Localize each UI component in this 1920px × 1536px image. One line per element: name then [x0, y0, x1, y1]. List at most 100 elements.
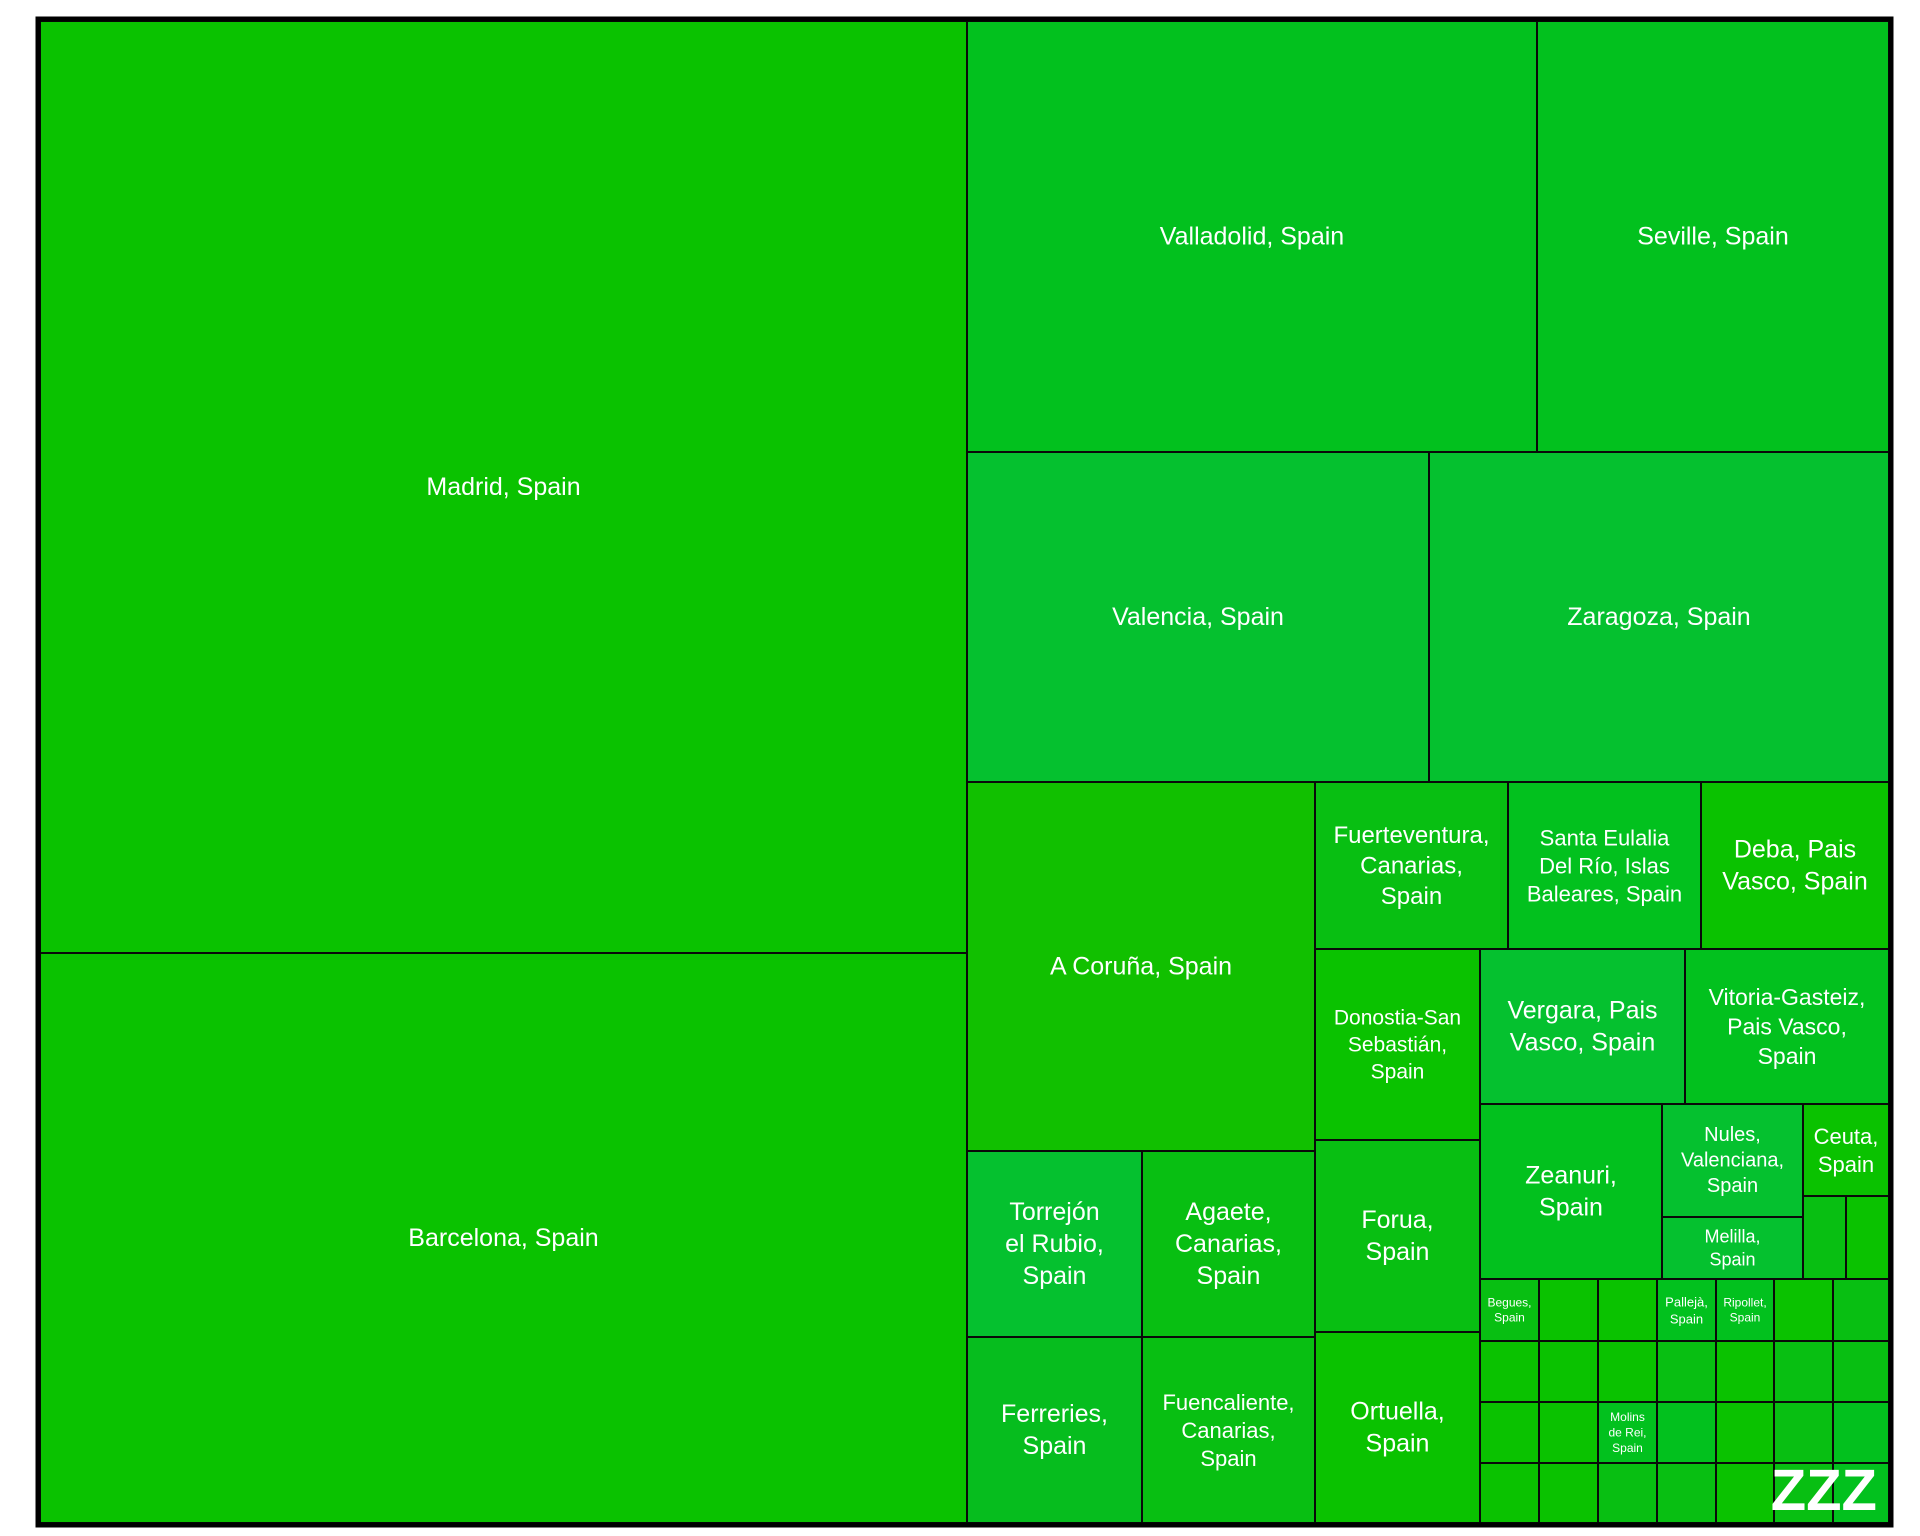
- treemap-cell-unlabeled: [1832, 1278, 1890, 1342]
- treemap-label-line: Madrid, Spain: [426, 473, 580, 501]
- treemap-label-agaete-canarias-spain: Agaete, Canarias, Spain: [1175, 1198, 1282, 1290]
- treemap-cell-donostia-san-sebastian-spain: [1314, 948, 1481, 1141]
- treemap-cell-unlabeled: [1845, 1195, 1890, 1280]
- treemap-label-line: Spain: [1818, 1152, 1874, 1177]
- treemap-label-line: Spain: [1709, 1250, 1755, 1270]
- treemap-label-line: Ripollet,: [1723, 1295, 1766, 1309]
- treemap-label-donostia-san-sebastian-spain: Donostia-San Sebastián, Spain: [1334, 1006, 1461, 1083]
- treemap-label-line: Spain: [1381, 883, 1442, 910]
- treemap-cell-forua-spain: [1314, 1139, 1481, 1333]
- treemap-label-line: el Rubio,: [1005, 1230, 1104, 1258]
- treemap-label-line: Spain: [1730, 1311, 1761, 1325]
- treemap-label-ceuta-spain: Ceuta, Spain: [1814, 1123, 1879, 1176]
- treemap-label-line: Del Río, Islas: [1539, 853, 1670, 878]
- treemap-cell-unlabeled: [1597, 1340, 1658, 1403]
- watermark-logo: ZZZ: [1771, 1458, 1877, 1523]
- treemap-label-line: Spain: [1707, 1175, 1758, 1197]
- treemap-cell-unlabeled: [1773, 1462, 1834, 1524]
- treemap-cell-unlabeled: [1538, 1462, 1599, 1524]
- treemap-label-line: Pais Vasco,: [1727, 1014, 1847, 1040]
- treemap-cell-barcelona-spain: [39, 952, 968, 1524]
- treemap-label-line: Donostia-San: [1334, 1006, 1461, 1029]
- treemap-label-line: Fuencaliente,: [1162, 1389, 1294, 1414]
- treemap-cell-ferreries-spain: [966, 1336, 1143, 1524]
- treemap-cell-unlabeled: [1656, 1340, 1717, 1403]
- treemap-cell-zeanuri-spain: [1479, 1103, 1663, 1280]
- treemap-cell-unlabeled: [1802, 1195, 1847, 1280]
- treemap-label-seville-spain: Seville, Spain: [1637, 223, 1788, 251]
- treemap-label-line: Spain: [1366, 1430, 1430, 1458]
- treemap-label-line: Zaragoza, Spain: [1567, 603, 1750, 631]
- treemap-label-line: Valladolid, Spain: [1160, 223, 1344, 251]
- treemap-cell-unlabeled: [1832, 1340, 1890, 1403]
- treemap-label-line: Spain: [1200, 1446, 1256, 1471]
- treemap-label-line: Melilla,: [1704, 1226, 1760, 1246]
- treemap-label-vitoria-gasteiz-pais-vasco-spain: Vitoria-Gasteiz, Pais Vasco, Spain: [1709, 984, 1866, 1069]
- treemap-label-line: Spain: [1371, 1060, 1425, 1083]
- treemap-cell-unlabeled: [1656, 1401, 1717, 1464]
- treemap-label-line: Canarias,: [1175, 1230, 1282, 1258]
- treemap-cell-vergara-pais-vasco-spain: [1479, 948, 1686, 1105]
- treemap-cell-valencia-spain: [966, 451, 1430, 783]
- treemap-cells: [39, 20, 1890, 1524]
- treemap-cell-unlabeled: [1597, 1278, 1658, 1342]
- treemap-label-barcelona-spain: Barcelona, Spain: [408, 1224, 598, 1252]
- treemap-label-line: Forua,: [1361, 1206, 1433, 1234]
- treemap-cell-ceuta-spain: [1802, 1103, 1890, 1197]
- treemap-label-nules-valenciana-spain: Nules, Valenciana, Spain: [1681, 1124, 1784, 1197]
- treemap-cell-unlabeled: [1479, 1462, 1540, 1524]
- treemap-cell-begues-spain: [1479, 1278, 1540, 1342]
- treemap-label-line: Spain: [1758, 1043, 1817, 1069]
- treemap-label-ortuella-spain: Ortuella, Spain: [1350, 1398, 1444, 1458]
- treemap-label-vergara-pais-vasco-spain: Vergara, Pais Vasco, Spain: [1507, 997, 1657, 1057]
- treemap-label-line: Spain: [1023, 1262, 1087, 1290]
- treemap-cell-unlabeled: [1479, 1401, 1540, 1464]
- treemap-label-line: Torrejón: [1009, 1198, 1099, 1226]
- treemap-label-line: Vitoria-Gasteiz,: [1709, 984, 1866, 1010]
- treemap-label-line: Spain: [1197, 1262, 1261, 1290]
- treemap-cell-unlabeled: [1715, 1340, 1775, 1403]
- treemap-label-line: Vasco, Spain: [1722, 868, 1867, 896]
- treemap-label-begues-spain: Begues, Spain: [1487, 1295, 1531, 1324]
- treemap-label-zaragoza-spain: Zaragoza, Spain: [1567, 603, 1750, 631]
- treemap-cell-unlabeled: [1715, 1462, 1775, 1524]
- treemap-label-fuencaliente-canarias-spain: Fuencaliente, Canarias, Spain: [1162, 1389, 1294, 1470]
- treemap-label-valencia-spain: Valencia, Spain: [1112, 603, 1284, 631]
- treemap-cell-unlabeled: [1479, 1340, 1540, 1403]
- treemap-label-line: Zeanuri,: [1525, 1162, 1617, 1190]
- treemap-cell-zaragoza-spain: [1428, 451, 1890, 783]
- treemap-label-santa-eulalia-del-rio-islas-baleares-spain: Santa Eulalia Del Río, Islas Baleares, Spa…: [1527, 825, 1682, 906]
- treemap-label-line: Fuerteventura,: [1333, 821, 1489, 848]
- treemap-cell-a-coruna-spain: [966, 781, 1316, 1152]
- treemap-cell-vitoria-gasteiz-pais-vasco-spain: [1684, 948, 1890, 1105]
- treemap-cell-unlabeled: [1773, 1278, 1834, 1342]
- treemap-frame: [35, 16, 1894, 1528]
- treemap-cell-fuerteventura-canarias-spain: [1314, 781, 1509, 950]
- treemap-label-line: A Coruña, Spain: [1050, 953, 1232, 981]
- treemap-label-melilla-spain: Melilla, Spain: [1704, 1226, 1760, 1269]
- treemap-label-torrejon-el-rubio-spain: Torrejón el Rubio, Spain: [1005, 1198, 1104, 1290]
- treemap-label-line: Pallejà,: [1665, 1294, 1708, 1309]
- treemap-label-line: Spain: [1670, 1311, 1703, 1326]
- treemap-label-line: Spain: [1612, 1441, 1643, 1455]
- treemap-label-line: Spain: [1494, 1311, 1525, 1325]
- treemap-cell-unlabeled: [1773, 1401, 1834, 1464]
- treemap-label-a-coruna-spain: A Coruña, Spain: [1050, 953, 1232, 981]
- treemap-label-line: Canarias,: [1181, 1418, 1275, 1443]
- treemap-label-line: Ferreries,: [1001, 1400, 1108, 1428]
- treemap-cell-unlabeled: [1538, 1340, 1599, 1403]
- treemap-cell-deba-pais-vasco-spain: [1700, 781, 1890, 950]
- treemap-label-line: Sebastián,: [1348, 1033, 1447, 1056]
- treemap-cell-ripollet-spain: [1715, 1278, 1775, 1342]
- treemap-cell-unlabeled: [1597, 1462, 1658, 1524]
- treemap-label-line: Spain: [1023, 1432, 1087, 1460]
- treemap-label-zeanuri-spain: Zeanuri, Spain: [1525, 1162, 1617, 1222]
- treemap-label-line: Spain: [1539, 1194, 1603, 1222]
- treemap-label-line: Baleares, Spain: [1527, 881, 1682, 906]
- treemap-label-line: Santa Eulalia: [1540, 825, 1670, 850]
- treemap-label-ripollet-spain: Ripollet, Spain: [1723, 1295, 1766, 1324]
- treemap-label-line: Ceuta,: [1814, 1123, 1879, 1148]
- treemap-cell-fuencaliente-canarias-spain: [1141, 1336, 1316, 1524]
- treemap-cell-unlabeled: [1656, 1462, 1717, 1524]
- treemap-cell-unlabeled: [1538, 1401, 1599, 1464]
